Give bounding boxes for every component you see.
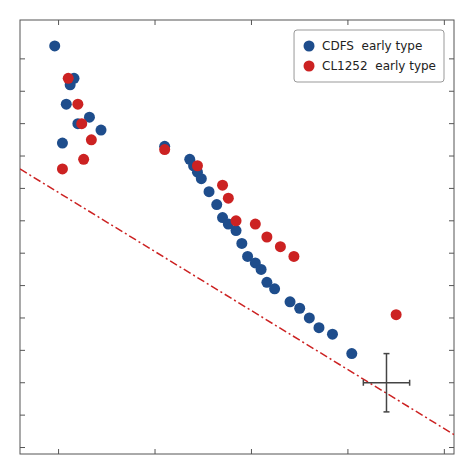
chart: CDFS early type CL1252 early type <box>0 0 474 474</box>
x-tick <box>444 449 445 454</box>
point <box>57 138 68 149</box>
y-tick <box>449 156 454 157</box>
point <box>159 144 170 155</box>
ticks <box>20 20 454 454</box>
y-tick <box>20 382 25 383</box>
legend-marker <box>304 61 315 72</box>
point <box>261 232 272 243</box>
point <box>204 186 215 197</box>
y-tick <box>20 91 25 92</box>
y-tick <box>449 123 454 124</box>
y-tick <box>20 123 25 124</box>
series <box>49 40 357 359</box>
point <box>275 241 286 252</box>
point <box>256 264 267 275</box>
point <box>236 238 247 249</box>
y-tick <box>20 415 25 416</box>
point <box>57 163 68 174</box>
y-tick <box>449 253 454 254</box>
x-tick <box>155 20 156 25</box>
point <box>223 193 234 204</box>
point <box>63 73 74 84</box>
y-tick <box>20 156 25 157</box>
y-tick <box>20 447 25 448</box>
point <box>288 251 299 262</box>
y-tick <box>449 188 454 189</box>
y-tick <box>449 220 454 221</box>
point <box>250 219 261 230</box>
point <box>49 40 60 51</box>
x-tick <box>155 449 156 454</box>
error-bar-y <box>386 354 388 412</box>
plot-frame <box>20 20 454 454</box>
y-tick <box>449 382 454 383</box>
point <box>76 118 87 129</box>
point <box>285 296 296 307</box>
point <box>217 180 228 191</box>
y-tick <box>20 58 25 59</box>
point <box>231 225 242 236</box>
point <box>211 199 222 210</box>
point <box>231 215 242 226</box>
error-cap <box>383 353 389 355</box>
y-tick <box>449 285 454 286</box>
y-tick <box>20 350 25 351</box>
point <box>313 322 324 333</box>
point <box>192 160 203 171</box>
series <box>57 73 402 320</box>
x-tick <box>347 20 348 25</box>
legend-label: CL1252 early type <box>322 59 436 73</box>
point <box>294 303 305 314</box>
y-tick <box>20 253 25 254</box>
legend: CDFS early type CL1252 early type <box>294 30 444 82</box>
plot-area <box>20 40 454 434</box>
y-tick <box>449 415 454 416</box>
x-tick <box>58 449 59 454</box>
x-tick <box>251 449 252 454</box>
x-tick <box>444 20 445 25</box>
y-tick <box>20 188 25 189</box>
point <box>346 348 357 359</box>
point <box>196 173 207 184</box>
point <box>327 329 338 340</box>
x-tick <box>58 20 59 25</box>
point <box>78 154 89 165</box>
legend-label: CDFS early type <box>322 39 422 53</box>
x-tick <box>251 20 252 25</box>
x-tick <box>347 449 348 454</box>
y-tick <box>20 285 25 286</box>
point <box>72 99 83 110</box>
y-tick <box>20 317 25 318</box>
error-cap <box>383 411 389 413</box>
point <box>96 125 107 136</box>
error-bar <box>363 354 409 412</box>
point <box>304 312 315 323</box>
reference-line <box>20 169 454 435</box>
point <box>86 134 97 145</box>
y-tick <box>449 447 454 448</box>
error-cap <box>363 380 365 386</box>
y-tick <box>449 58 454 59</box>
point <box>269 283 280 294</box>
y-tick <box>449 91 454 92</box>
legend-box <box>294 30 444 82</box>
legend-marker <box>304 41 315 52</box>
point <box>61 99 72 110</box>
point <box>391 309 402 320</box>
y-tick <box>449 317 454 318</box>
y-tick <box>449 350 454 351</box>
y-tick <box>20 220 25 221</box>
error-cap <box>409 380 411 386</box>
